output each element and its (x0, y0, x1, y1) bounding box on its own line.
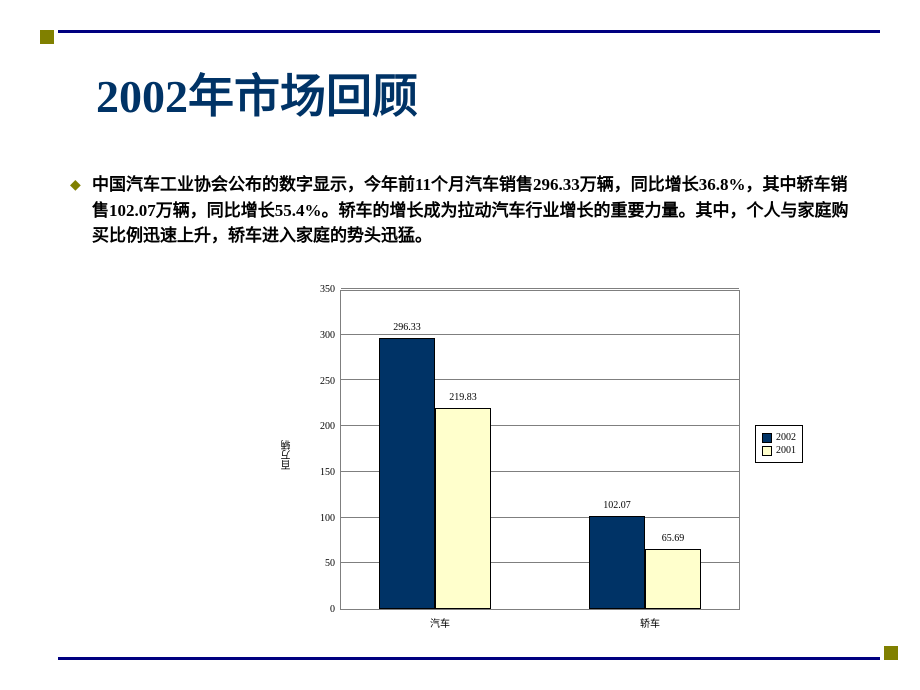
y-tick-2: 100 (305, 513, 335, 524)
bottom-border (58, 657, 880, 660)
y-tick-5: 250 (305, 376, 335, 387)
bottom-accent-square (884, 646, 898, 660)
bar-label-2001-auto: 219.83 (435, 392, 491, 403)
legend-swatch-2002 (762, 433, 772, 443)
y-tick-0: 0 (305, 604, 335, 615)
chart-legend: 2002 2001 (755, 425, 803, 463)
gridline (341, 288, 739, 289)
bar-label-2002-sedan: 102.07 (589, 500, 645, 511)
chart-plot-area: 296.33 219.83 102.07 65.69 (340, 290, 740, 610)
y-axis-title: 百万辆 (280, 440, 295, 470)
slide-title: 2002年市场回顾 (96, 60, 418, 126)
y-tick-4: 200 (305, 421, 335, 432)
bar-2002-sedan (589, 516, 645, 609)
legend-label-2001: 2001 (776, 445, 796, 456)
top-accent-square (40, 30, 54, 44)
legend-swatch-2001 (762, 446, 772, 456)
bar-2001-sedan (645, 549, 701, 609)
y-tick-6: 300 (305, 330, 335, 341)
top-border (58, 30, 880, 33)
x-tick-auto: 汽车 (410, 615, 470, 630)
gridline (341, 334, 739, 335)
bar-label-2001-sedan: 65.69 (645, 533, 701, 544)
y-tick-1: 50 (305, 558, 335, 569)
bar-chart: 百万辆 0 50 100 150 200 250 300 350 296.33 … (280, 280, 840, 650)
legend-item-2002: 2002 (762, 432, 796, 443)
bullet-icon: ◆ (70, 177, 81, 194)
legend-item-2001: 2001 (762, 445, 796, 456)
legend-label-2002: 2002 (776, 432, 796, 443)
y-tick-3: 150 (305, 467, 335, 478)
bar-label-2002-auto: 296.33 (379, 322, 435, 333)
x-tick-sedan: 轿车 (620, 615, 680, 630)
y-tick-7: 350 (305, 284, 335, 295)
bar-2002-auto (379, 338, 435, 609)
body-paragraph: 中国汽车工业协会公布的数字显示，今年前11个月汽车销售296.33万辆，同比增长… (92, 172, 860, 249)
bar-2001-auto (435, 408, 491, 609)
